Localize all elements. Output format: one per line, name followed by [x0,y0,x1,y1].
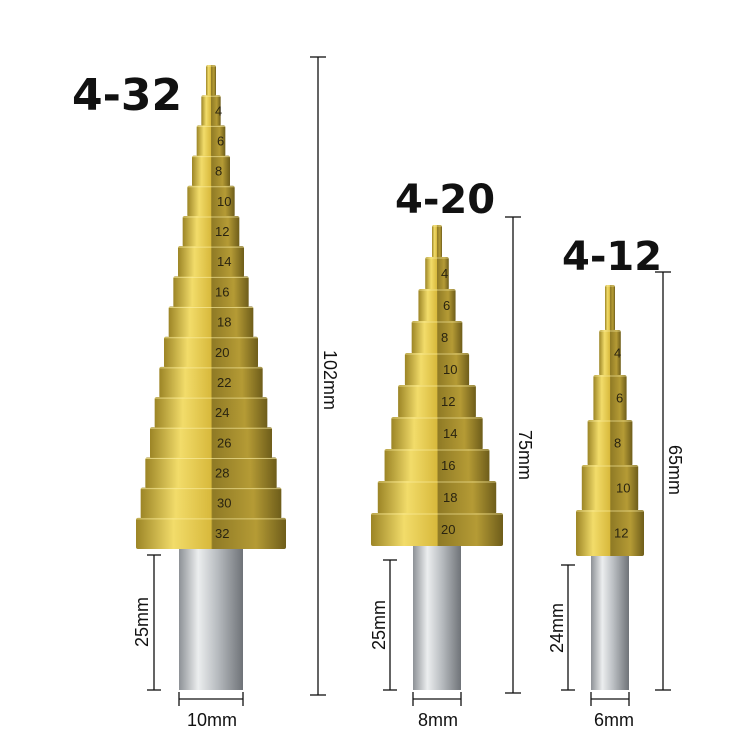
step-size-label: 14 [443,426,457,441]
bit-title-4-12: 4-12 [562,234,662,280]
cone-step [576,510,644,556]
cone-step [187,185,235,217]
cone-step [391,417,483,450]
step-size-label: 6 [616,391,623,406]
step-size-label: 8 [215,164,222,179]
length-label-4-32: 102mm [320,350,340,410]
step-size-label: 16 [441,458,455,473]
cone-step [150,427,272,459]
cone-step [196,125,226,157]
step-size-label: 14 [217,254,231,269]
cone-step [411,321,463,354]
bit-title-4-20: 4-20 [395,177,495,223]
step-size-label: 10 [443,362,457,377]
step-size-label: 30 [217,496,231,511]
step-size-label: 16 [215,284,229,299]
step-size-label: 10 [217,194,231,209]
step-size-label: 32 [215,526,229,541]
cone-step [182,215,240,248]
step-size-label: 24 [215,405,229,420]
step-size-label: 20 [215,345,229,360]
cone-step [605,285,615,331]
cone-step [404,353,470,386]
cone-step [371,513,503,546]
cone-step [201,95,221,127]
bit-title-4-32: 4-32 [72,70,182,121]
step-size-label: 18 [217,315,231,330]
cone-step [398,385,476,418]
length-label-4-20: 75mm [515,430,535,480]
cone-step [418,289,456,322]
length-label-4-12: 65mm [665,445,685,495]
step-size-label: 10 [616,481,630,496]
cone-step [173,276,249,308]
shank-diameter-label-4-12: 6mm [594,710,634,730]
step-size-label: 20 [441,522,455,537]
step-size-label: 12 [441,394,455,409]
step-size-label: 4 [441,266,448,281]
cone-step [432,225,442,258]
cone-step [599,330,621,376]
step-size-label: 8 [614,436,621,451]
cone-step [192,155,230,187]
step-size-label: 28 [215,466,229,481]
shank [179,544,243,690]
step-size-label: 6 [443,298,450,313]
step-size-label: 22 [217,375,231,390]
cone-step [593,375,627,421]
shank-length-label-4-12: 24mm [547,603,567,653]
shank [413,541,461,690]
cone-step [136,517,286,549]
cone-step [168,306,254,338]
cone-step [178,246,244,278]
step-size-label: 26 [217,435,231,450]
cone-step [164,336,258,368]
step-size-label: 4 [614,346,621,361]
step-size-label: 12 [215,224,229,239]
step-size-label: 4 [215,103,222,118]
cone-step [581,465,639,511]
shank-diameter-label-4-20: 8mm [418,710,458,730]
shank-diameter-label-4-32: 10mm [187,710,237,730]
step-size-label: 8 [441,330,448,345]
cone-step [384,449,490,482]
cone-step [587,420,633,466]
cone-step [140,487,282,519]
cone-step [206,65,216,97]
shank-length-label-4-32: 25mm [132,597,152,647]
cone-step [145,457,277,489]
cone-step [377,481,497,514]
cone-step [425,257,449,290]
shank [591,551,629,690]
shank-length-label-4-20: 25mm [369,600,389,650]
step-size-label: 6 [217,133,224,148]
cone-step [159,366,263,399]
cone-step [154,397,268,429]
step-size-label: 12 [614,526,628,541]
step-size-label: 18 [443,490,457,505]
